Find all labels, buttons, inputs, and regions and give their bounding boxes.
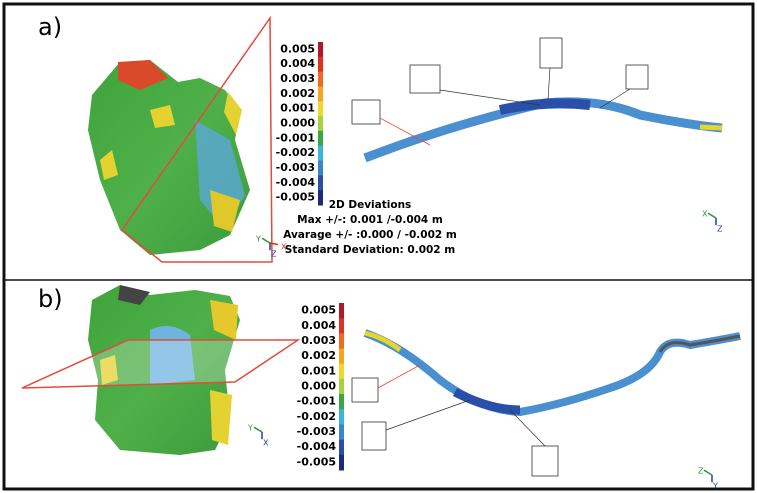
panel-label: a) bbox=[38, 13, 62, 41]
stats-line: Max +/-: 0.001 /-0.004 m bbox=[297, 214, 443, 226]
colorbar-segment bbox=[318, 131, 323, 146]
axis-label: Z bbox=[271, 250, 277, 259]
colorbar-segment bbox=[318, 101, 323, 116]
axis-label: Z bbox=[717, 225, 723, 234]
colorbar-segment bbox=[318, 190, 323, 205]
colorbar-label: 0.005 bbox=[280, 42, 315, 55]
colorbar-segment bbox=[339, 394, 344, 410]
colorbar-label: 0.002 bbox=[301, 349, 336, 362]
axis-label: Z bbox=[698, 467, 704, 476]
colorbar-segment bbox=[339, 424, 344, 440]
stats-line: Standard Deviation: 0.002 m bbox=[285, 244, 455, 256]
axis-label: X bbox=[263, 439, 269, 448]
colorbar-label: -0.005 bbox=[297, 455, 336, 468]
colorbar-segment bbox=[339, 455, 344, 471]
colorbar-segment bbox=[339, 349, 344, 365]
panel-label: b) bbox=[38, 285, 63, 313]
colorbar-segment bbox=[318, 72, 323, 87]
axis-label: Y bbox=[255, 235, 261, 244]
colorbar-label: -0.003 bbox=[297, 425, 336, 438]
colorbar-label: 0.001 bbox=[301, 364, 336, 377]
colorbar-segment bbox=[339, 409, 344, 425]
colorbar-label: 0.002 bbox=[280, 87, 315, 100]
colorbar-label: -0.005 bbox=[276, 191, 315, 204]
colorbar-label: -0.002 bbox=[276, 146, 315, 159]
colorbar-label: -0.004 bbox=[297, 440, 337, 453]
colorbar-label: -0.002 bbox=[297, 410, 336, 423]
colorbar-segment bbox=[339, 318, 344, 334]
colorbar-segment bbox=[318, 57, 323, 72]
axis-label: X bbox=[702, 210, 708, 219]
colorbar-label: 0.004 bbox=[280, 57, 315, 70]
colorbar-segment bbox=[318, 86, 323, 101]
colorbar-label: 0.003 bbox=[301, 334, 336, 347]
colorbar-segment bbox=[339, 364, 344, 380]
colorbar-label: 0.003 bbox=[280, 72, 315, 85]
colorbar-segment bbox=[339, 440, 344, 456]
colorbar-segment bbox=[339, 379, 344, 395]
stats-line: 2D Deviations bbox=[329, 199, 412, 211]
colorbar-segment bbox=[318, 42, 323, 57]
colorbar-label: -0.003 bbox=[276, 161, 315, 174]
axis-label: X bbox=[281, 243, 287, 252]
colorbar-segment bbox=[318, 175, 323, 190]
colorbar-label: 0.004 bbox=[301, 319, 336, 332]
colorbar-segment bbox=[318, 116, 323, 131]
colorbar-segment bbox=[339, 333, 344, 349]
figure: a)0.0050.0040.0030.0020.0010.000-0.001-0… bbox=[0, 0, 757, 493]
colorbar-label: -0.004 bbox=[276, 176, 316, 189]
colorbar-label: 0.000 bbox=[280, 117, 315, 130]
stats-line: Avarage +/- :0.000 / -0.002 m bbox=[283, 229, 457, 241]
colorbar-label: 0.000 bbox=[301, 380, 336, 393]
colorbar-label: 0.005 bbox=[301, 304, 336, 317]
colorbar-segment bbox=[339, 303, 344, 319]
colorbar-label: 0.001 bbox=[280, 102, 315, 115]
axis-label: Y bbox=[712, 482, 718, 491]
colorbar-segment bbox=[318, 146, 323, 161]
axis-label: Y bbox=[247, 424, 253, 433]
colorbar-label: -0.001 bbox=[276, 131, 315, 144]
colorbar-segment bbox=[318, 161, 323, 176]
colorbar-label: -0.001 bbox=[297, 395, 336, 408]
